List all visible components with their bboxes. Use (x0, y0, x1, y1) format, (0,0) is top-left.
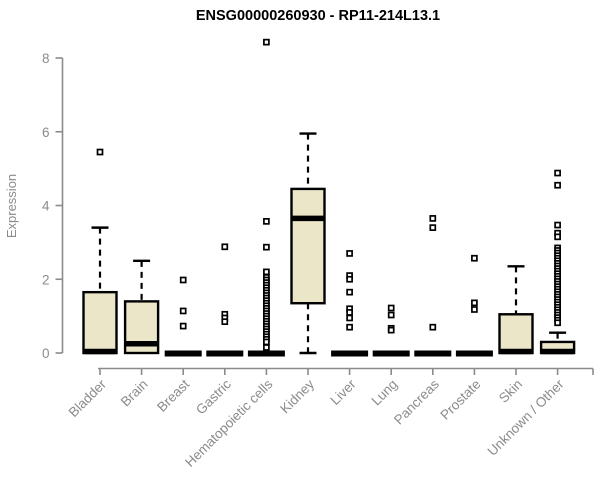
box-skin (498, 265, 534, 355)
outlier-point (429, 323, 437, 331)
box-brain (123, 259, 160, 355)
outlier-point (221, 243, 229, 251)
x-tick-label: Liver (327, 376, 359, 408)
outlier-point (554, 181, 561, 189)
outlier-point (263, 243, 270, 251)
box-unknown-other (539, 169, 576, 355)
box-bladder (82, 148, 118, 355)
collapsed-box (414, 350, 452, 357)
x-tick-label: Bladder (66, 376, 110, 420)
outlier-point (346, 323, 353, 331)
outlier-point (429, 224, 437, 231)
iqr-box (498, 313, 534, 355)
outlier-point (263, 38, 270, 46)
outlier-point (554, 233, 561, 241)
box-liver (331, 250, 369, 357)
x-tick-label: Prostate (437, 377, 483, 423)
x-tick-label: Lung (368, 377, 400, 409)
outlier-point (346, 314, 353, 322)
x-tick-label: Skin (496, 377, 525, 406)
y-tick-label: 4 (42, 199, 50, 214)
outlier-point (554, 221, 561, 229)
collapsed-box (455, 350, 493, 357)
x-tick-label: Breast (154, 376, 192, 414)
box-kidney (290, 132, 326, 355)
collapsed-box (164, 350, 202, 357)
x-tick-label: Unknown / Other (484, 376, 567, 459)
collapsed-box (247, 350, 285, 357)
outlier-point (263, 344, 270, 351)
outlier-point (554, 169, 561, 177)
iqr-box (290, 187, 326, 305)
box-breast (164, 276, 202, 357)
box-pancreas (414, 215, 452, 357)
outlier-point (346, 288, 353, 296)
box-hematopoietic-cells (247, 38, 285, 357)
y-tick-label: 6 (42, 125, 50, 140)
outlier-point (179, 307, 187, 315)
boxes (82, 38, 576, 357)
x-tick-label: Brain (118, 377, 151, 410)
y-tick-label: 2 (42, 272, 50, 287)
box-lung (372, 304, 410, 357)
outlier-point (429, 215, 437, 222)
box-gastric (206, 243, 244, 357)
y-axis-label: Expression (4, 174, 19, 238)
x-tick-label: Gastric (193, 376, 234, 417)
iqr-box (82, 290, 118, 355)
outlier-point (179, 322, 187, 330)
collapsed-box (372, 350, 410, 357)
outlier-point (263, 218, 270, 225)
outlier-point (346, 275, 353, 283)
outlier-point (471, 254, 478, 262)
chart-title: ENSG00000260930 - RP11-214L13.1 (196, 8, 440, 24)
outlier-point (263, 268, 270, 276)
outlier-point (263, 338, 270, 346)
collapsed-box (206, 350, 244, 357)
outlier-point (346, 250, 353, 257)
outlier-point (387, 326, 395, 334)
outlier-point (346, 309, 353, 316)
outlier-point (554, 319, 561, 327)
y-tick-label: 0 (42, 346, 50, 361)
box-prostate (455, 254, 493, 357)
collapsed-box (331, 350, 369, 357)
outlier-point (471, 299, 478, 307)
outlier-point (471, 306, 478, 313)
outlier-point (387, 304, 395, 312)
y-tick-label: 8 (42, 51, 50, 66)
x-tick-label: Pancreas (391, 376, 442, 427)
x-tick-label: Kidney (277, 376, 317, 416)
outlier-point (179, 276, 187, 284)
outlier-point (96, 148, 104, 156)
outlier-point (221, 318, 229, 326)
outlier-point (387, 311, 395, 319)
